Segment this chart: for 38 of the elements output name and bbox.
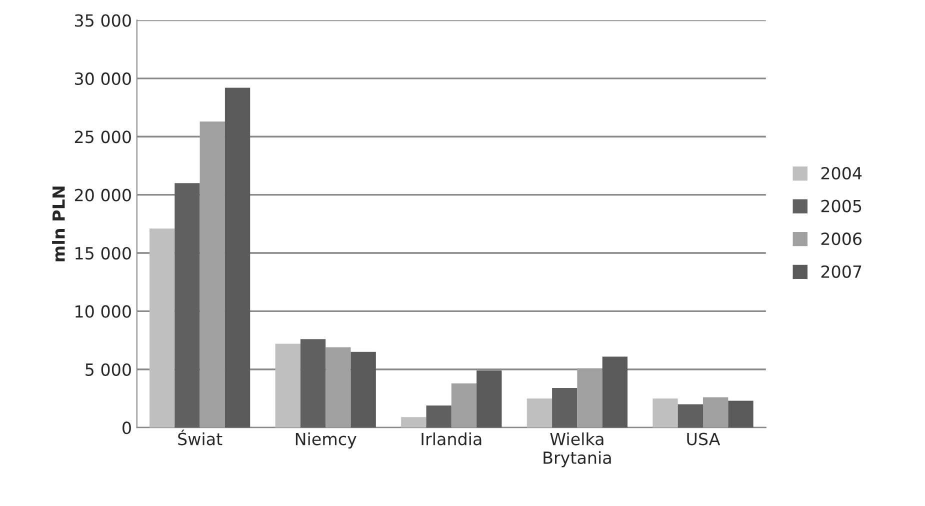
bar [224,88,250,428]
x-tick-label: Niemcy [296,432,356,449]
bar [300,339,326,428]
y-axis-title: mln PLN [52,186,65,262]
y-tick-label: 5 000 [86,363,131,376]
legend-label: 2005 [821,200,862,212]
legend-label: 2004 [821,166,862,180]
bar [552,388,578,428]
bar [174,183,200,428]
y-tick-label: 10 000 [76,305,131,318]
x-tick-label: Irlandia [422,432,482,446]
x-tick-label: Świat [178,430,222,446]
x-tick-label: Wielka Brytania [544,432,611,468]
bar [275,344,300,428]
bar [728,400,754,428]
bar [652,398,678,428]
bar [149,228,175,428]
bar [526,398,552,428]
bar [602,356,628,428]
bar [451,383,477,428]
y-tick-label: 30 000 [74,72,131,85]
bar [350,352,376,428]
y-tick-label: 15 000 [76,246,131,260]
bar [200,121,225,428]
bar [326,347,351,428]
legend-label: 2007 [821,265,862,278]
y-tick-label: 20 000 [74,188,131,202]
legend-label: 2006 [821,232,862,246]
y-tick-label: 35 000 [74,14,131,27]
y-tick-label: 25 000 [74,130,131,144]
y-tick-label: 0 [122,422,131,434]
bar [476,370,502,428]
bar [401,417,426,428]
bar [703,397,728,428]
x-tick-label: USA [687,432,720,446]
bar [577,368,602,428]
bar [678,404,703,428]
bar [426,405,452,428]
